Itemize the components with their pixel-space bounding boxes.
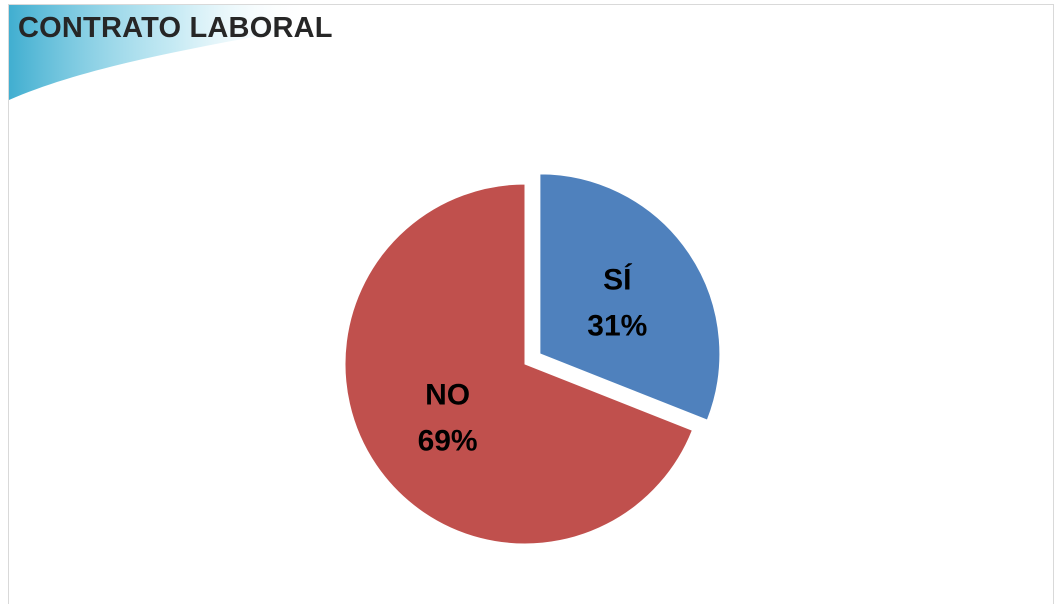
pie-slices xyxy=(344,173,721,545)
pie-slice-no xyxy=(344,183,694,545)
slice-category-label: SÍ xyxy=(603,262,632,296)
slice-percent-label: 31% xyxy=(587,309,647,342)
pie-labels: SÍ 31% NO 69% xyxy=(418,262,648,457)
slice-category-label: NO xyxy=(425,379,470,412)
chart-title: CONTRATO LABORAL xyxy=(18,12,333,44)
slice-percent-label: 69% xyxy=(418,425,478,458)
pie-slice-si xyxy=(539,173,721,421)
